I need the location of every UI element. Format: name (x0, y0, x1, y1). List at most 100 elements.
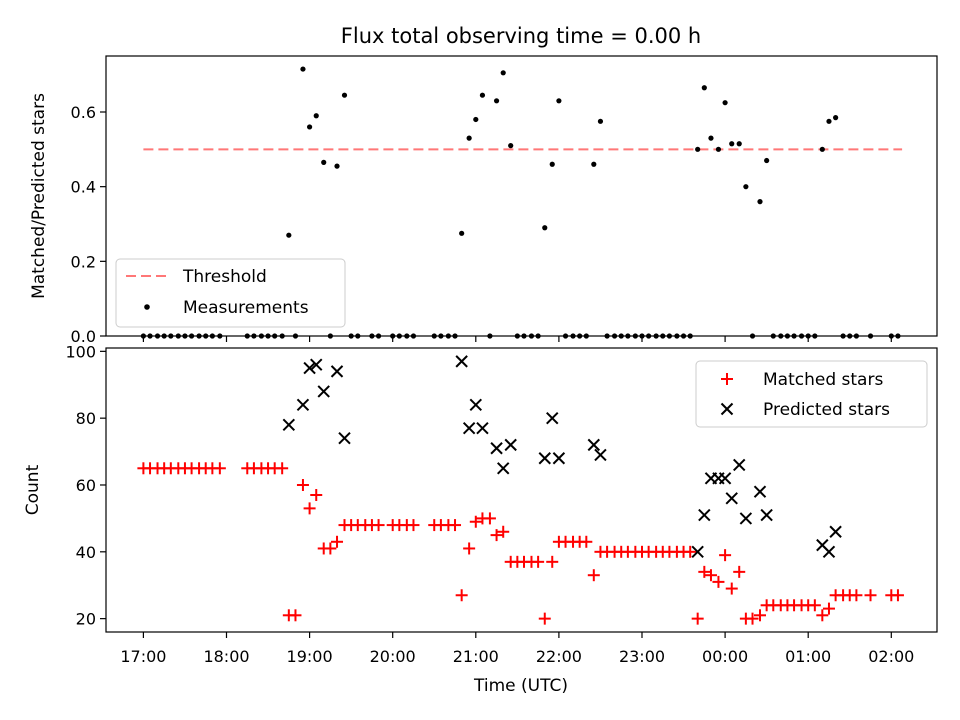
predicted-star-point (303, 361, 316, 375)
predicted-star-point (739, 512, 753, 525)
top-y-ticks: 0.0 0.2 0.4 0.6 (71, 103, 106, 346)
matched-star-point (816, 609, 829, 622)
predicted-star-point (822, 545, 836, 559)
measurement-point (479, 92, 486, 98)
measurement-point (341, 92, 348, 98)
matched-star-point (698, 565, 711, 578)
predicted-star-point (733, 458, 746, 472)
measurement-point (743, 184, 749, 190)
x-tick-label: 22:00 (536, 647, 582, 666)
legend-threshold-label: Threshold (182, 267, 267, 287)
x-tick-label: 02:00 (868, 647, 914, 666)
top-x-ticks (142, 336, 892, 342)
matched-star-point (303, 502, 316, 515)
matched-star-point (712, 575, 725, 588)
predicted-star-point (330, 365, 344, 378)
legend-measurements-swatch (144, 304, 150, 310)
top-legend-box (115, 258, 346, 328)
predicted-star-point (338, 432, 351, 445)
predicted-points (282, 355, 842, 559)
predicted-star-point (594, 448, 607, 462)
y-tick-label: 0.0 (71, 327, 96, 346)
measurement-point (597, 118, 604, 124)
bottom-legend: Matched stars Predicted stars (695, 360, 928, 428)
matched-star-point (324, 542, 337, 555)
measurement-point (473, 116, 479, 123)
matched-star-point (822, 602, 835, 615)
matched-star-point (691, 612, 704, 625)
x-axis-label: Time (UTC) (473, 676, 568, 696)
measurement-point (466, 135, 472, 141)
matched-star-point (463, 542, 476, 555)
measurement-point (708, 135, 714, 141)
predicted-star-point (760, 508, 773, 522)
predicted-star-point (497, 462, 510, 475)
bottom-legend-box (695, 360, 928, 428)
matched-star-point (587, 569, 600, 582)
top-y-axis-label: Matched/Predicted stars (29, 93, 49, 299)
matched-star-point (719, 549, 732, 562)
measurement-point (757, 199, 763, 205)
legend-predicted-label: Predicted stars (763, 400, 890, 420)
measurement-point (313, 113, 319, 119)
measurement-point (729, 141, 735, 147)
matched-star-point (296, 478, 309, 491)
predicted-star-point (587, 438, 601, 452)
y-tick-label: 0.6 (71, 103, 96, 122)
y-tick-label: 60 (76, 476, 96, 495)
y-tick-label: 0.4 (71, 178, 96, 197)
x-tick-label: 17:00 (120, 647, 166, 666)
matched-star-point (864, 589, 877, 602)
predicted-star-point (546, 411, 559, 425)
matched-star-point (497, 525, 510, 538)
predicted-star-point (691, 545, 704, 559)
legend-matched-label: Matched stars (763, 370, 883, 390)
predicted-star-point (490, 442, 503, 455)
measurement-point (334, 163, 340, 169)
measurement-point (306, 124, 313, 130)
predicted-star-point (504, 438, 517, 452)
measurement-point (549, 161, 555, 167)
bottom-y-axis-label: Count (23, 464, 43, 515)
matched-star-point (808, 599, 821, 612)
measurement-point (300, 66, 306, 72)
x-tick-label: 01:00 (785, 647, 831, 666)
measurement-point (542, 225, 548, 231)
x-tick-label: 19:00 (287, 647, 333, 666)
predicted-star-point (317, 385, 330, 398)
measurement-point (819, 146, 825, 152)
matched-star-point (733, 565, 746, 578)
matched-star-point (532, 555, 545, 568)
predicted-star-point (469, 398, 483, 412)
measurement-point (286, 232, 292, 238)
predicted-star-point (552, 452, 566, 465)
matched-star-point (850, 589, 863, 602)
matched-star-point (546, 555, 559, 568)
top-plot-frame (105, 55, 938, 337)
measurement-point (321, 159, 327, 165)
bottom-y-ticks: 20 40 60 80 100 (65, 342, 106, 629)
matched-star-point (372, 519, 385, 532)
legend-measurements-label: Measurements (183, 298, 309, 318)
chart-title: Flux total observing time = 0.00 h (341, 24, 701, 48)
matched-star-point (289, 609, 302, 622)
matched-star-point (725, 582, 738, 595)
predicted-star-point (753, 485, 767, 498)
measurement-point (736, 141, 742, 147)
x-tick-label: 23:00 (619, 647, 665, 666)
measurement-point (722, 100, 728, 106)
matched-star-point (331, 535, 344, 548)
measurement-point (459, 230, 465, 236)
matched-star-point (483, 512, 496, 525)
matched-star-point (704, 569, 717, 582)
measurement-point (508, 143, 514, 149)
bottom-panel: 20 40 60 80 100 17:00 18:00 19:00 20:00 21:00 22:… (23, 342, 938, 696)
predicted-star-point (455, 355, 468, 368)
matched-star-point (310, 489, 323, 502)
x-tick-label: 21:00 (453, 647, 499, 666)
matched-star-point (407, 519, 420, 532)
measurement-point (701, 85, 707, 91)
x-tick-label: 00:00 (702, 647, 748, 666)
measurement-point (500, 70, 506, 76)
